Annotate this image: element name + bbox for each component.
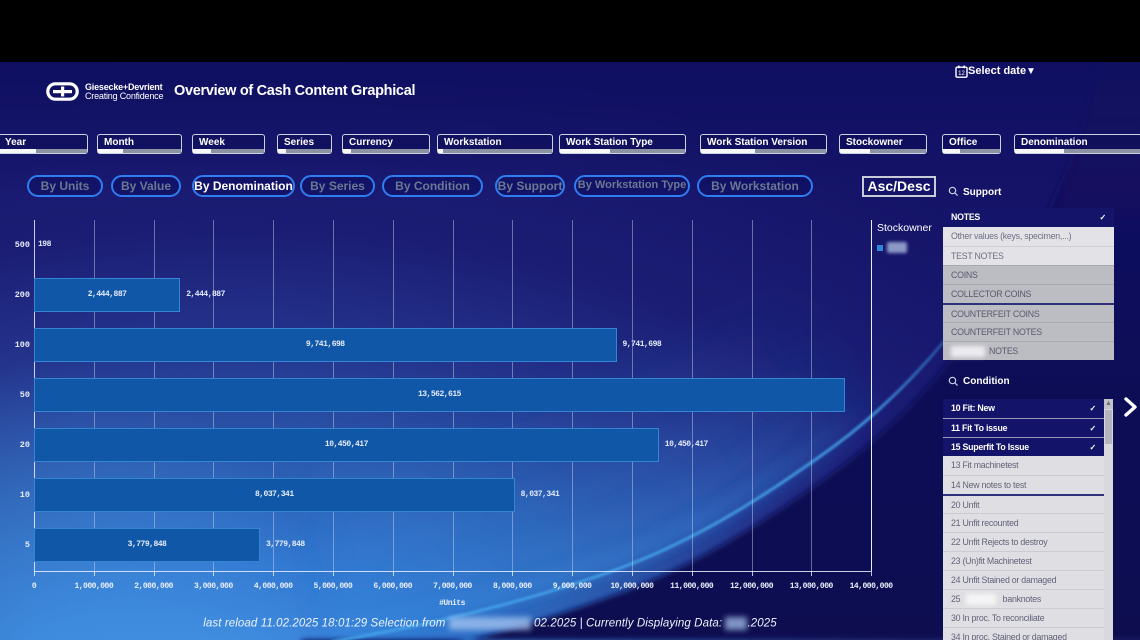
svg-text:12: 12 [958,71,965,77]
